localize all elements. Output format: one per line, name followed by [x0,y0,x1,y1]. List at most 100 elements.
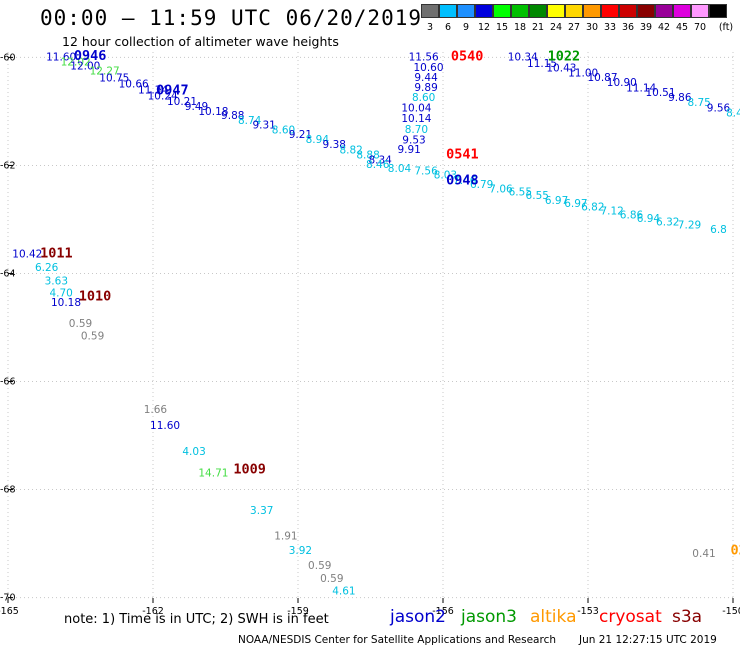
colorbar-label: 27 [567,22,581,33]
wave-height-value: 12.00 [70,60,100,72]
wave-height-value: 12.27 [90,66,120,78]
colorbar-swatch [637,4,655,18]
lat-tick-label: -60 [0,52,16,63]
wave-height-value: 6.55 [526,190,549,202]
lat-tick-label: -64 [0,268,16,279]
wave-height-value: 12.02 [61,57,91,69]
colorbar-swatch [655,4,673,18]
wave-height-value: 6.86 [620,209,644,221]
colorbar-swatch [619,4,637,18]
wave-height-value: 6.26 [35,262,59,274]
wave-height-value: 9.91 [397,144,420,156]
lon-tick-label: -159 [287,606,309,617]
wave-height-value: 6.55 [509,187,532,199]
wave-height-value: 9.53 [402,134,425,146]
wave-height-value: 8.94 [306,134,330,146]
wave-height-value: 11.00 [568,67,598,79]
pass-time-label: 0541 [446,146,479,162]
colorbar-swatch [421,4,439,18]
colorbar-swatch [511,4,529,18]
colorbar-label: 33 [603,22,617,33]
wave-height-value: 10.42 [12,248,42,260]
colorbar-label: 18 [513,22,527,33]
wave-height-value: 8.70 [405,124,428,136]
wave-height-value: 10.21 [167,96,197,108]
colorbar-label: 39 [639,22,653,33]
wave-height-value: 8.03 [434,169,457,181]
colorbar-swatch [583,4,601,18]
wave-height-value: 10.04 [401,102,431,114]
colorbar-swatch [457,4,475,18]
legend-jason3: jason3 [461,607,517,627]
wave-height-value: 8.04 [388,163,412,175]
wave-height-value: 10.66 [119,79,149,91]
lat-tick-label: -68 [0,485,16,496]
colorbar-unit: (ft) [718,22,734,33]
wave-height-value: 7.12 [600,206,623,218]
lon-tick-label: -162 [142,606,164,617]
colorbar-label: 70 [693,22,707,33]
wave-height-value: 7.29 [678,220,701,232]
wave-height-value: 3.92 [289,545,312,557]
wave-height-value: 10.60 [413,62,443,74]
colorbar-swatch [439,4,457,18]
wave-height-value: 6.94 [637,213,661,225]
pass-time-label: 0946 [74,48,107,64]
lat-tick-label: -70 [0,593,16,604]
wave-height-value: 9.21 [289,129,312,141]
wave-height-value: 0.59 [320,573,343,585]
colorbar-label: 3 [426,22,434,33]
wave-height-value: 8.75 [687,97,710,109]
wave-height-value: 4.70 [49,288,72,300]
wave-height-value: 0.59 [308,560,331,572]
wave-height-value: 9.86 [668,92,692,104]
colorbar-swatch [493,4,511,18]
lon-tick-label: -150 [722,606,740,617]
wave-height-value: 8.74 [238,115,262,127]
wave-height-value: 6.8 [710,224,727,236]
pass-time-label: 0947 [156,83,189,99]
credit-text: NOAA/NESDIS Center for Satellite Applica… [238,634,556,646]
colorbar-swatch [475,4,493,18]
wave-height-value: 8.60 [272,125,295,137]
wave-height-value: 11.34 [138,85,168,97]
wave-height-value: 10.75 [99,73,129,85]
wave-height-value: 0.41 [692,548,715,560]
colorbar-label: 45 [675,22,689,33]
wave-height-value: 0.59 [69,318,92,330]
page-subtitle: 12 hour collection of altimeter wave hei… [62,34,339,49]
colorbar-label: 24 [549,22,563,33]
wave-height-value: 6.79 [470,179,493,191]
wave-height-value: 10.24 [148,91,178,103]
wave-height-value: 14.71 [198,468,228,480]
wave-height-value: 10.51 [645,87,675,99]
pass-time-label: 1011 [40,245,73,261]
pass-time-label: 0948 [446,172,479,188]
wave-height-value: 8.49 [726,107,740,119]
wave-height-value: 8.34 [368,154,392,166]
wave-height-value: 8.46 [366,159,390,171]
wave-height-value: 4.03 [182,446,205,458]
colorbar-swatch [529,4,547,18]
wave-height-value: 3.37 [250,505,273,517]
wave-height-value: 7.56 [414,166,438,178]
pass-time-label: 0540 [451,49,484,65]
wave-height-value: 11.60 [150,420,180,432]
wave-height-value: 0.59 [81,330,104,342]
wave-height-value: 6.97 [545,195,568,207]
wave-height-value: 10.87 [587,72,617,84]
legend-s3a: s3a [672,607,703,627]
wave-height-value: 11.15 [527,58,557,70]
wave-height-value: 9.44 [414,72,438,84]
colorbar-swatch [547,4,565,18]
lon-tick-label: -156 [432,606,454,617]
wave-height-value: 9.49 [185,101,208,113]
wave-height-value: 4.61 [332,585,355,597]
wave-height-value: 9.38 [323,139,346,151]
colorbar-swatch [709,4,727,18]
colorbar-swatch [601,4,619,18]
wave-height-value: 10.43 [546,62,576,74]
wave-height-value: 10.14 [401,113,431,125]
wave-height-value: 9.88 [221,110,244,122]
